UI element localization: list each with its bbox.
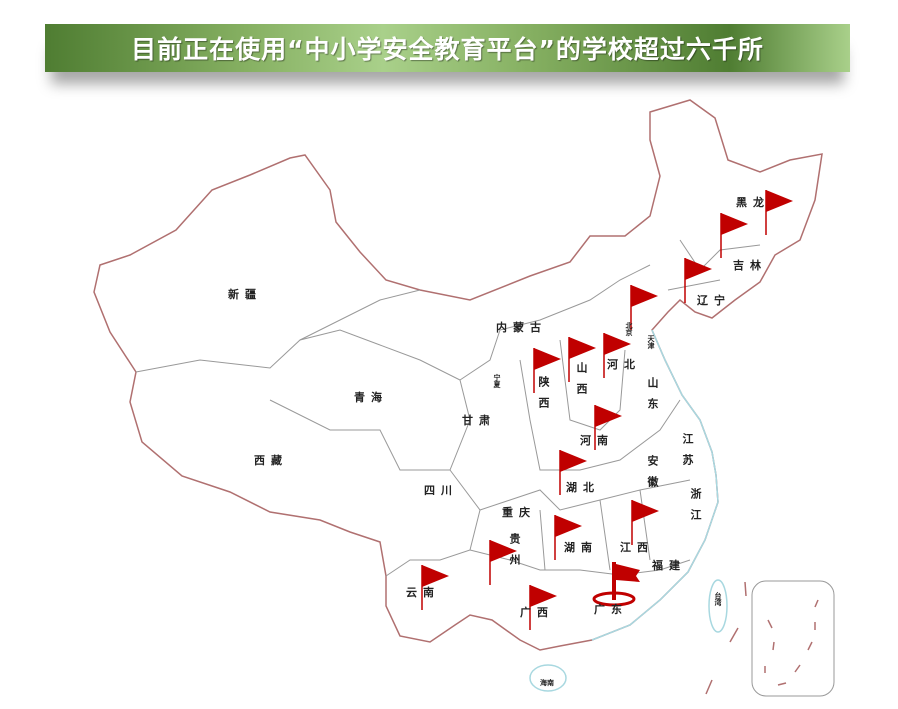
flag-marker [631,500,659,545]
sea-border-dashes [705,581,747,695]
flag-marker [568,337,596,382]
province-label: 广西 [520,606,554,619]
province-label: 北京 [625,322,634,336]
province-label: 云南 [406,586,440,599]
flag-marker [529,585,557,630]
province-label: 安徽 [646,455,659,497]
title-banner: 目前正在使用“中小学安全教育平台”的学校超过六千所 [45,24,850,72]
province-lines [135,239,761,577]
province-label: 江苏 [681,433,694,475]
province-label: 湖北 [566,481,600,494]
flag-marker [559,450,587,495]
province-label: 青海 [354,391,388,404]
province-label: 台湾 [714,592,723,606]
province-label: 河北 [607,358,641,371]
flag-marker [594,405,622,450]
province-label: 海南 [540,678,554,687]
country-outline [93,99,823,651]
province-label: 河南 [580,434,614,447]
province-label: 湖南 [564,541,598,554]
province-label: 重庆 [502,506,536,519]
inset-dashes [764,599,819,686]
province-label: 新疆 [228,288,262,301]
province-label: 天津 [647,335,656,349]
highlighted-flag-marker [592,562,640,607]
province-label: 吉林 [733,259,767,272]
province-label: 甘肃 [462,414,496,427]
province-label: 黑龙 [736,196,770,209]
province-label: 福建 [652,559,686,572]
page-title: 目前正在使用“中小学安全教育平台”的学校超过六千所 [131,35,764,64]
province-label: 宁夏 [493,374,502,388]
flag-marker [554,515,582,560]
hainan-island [529,664,567,692]
province-label: 广东 [594,603,628,616]
flag-marker [603,333,631,378]
province-label: 四川 [424,484,458,497]
province-label: 内蒙古 [496,321,547,334]
province-label: 贵州 [508,533,521,575]
flag-marker [765,190,793,235]
province-label: 山西 [575,362,588,404]
flag-marker [720,213,748,258]
flag-marker [489,540,517,585]
province-label: 浙江 [689,488,702,530]
flag-marker [684,258,712,303]
flag-marker [421,565,449,610]
coastline [591,329,719,641]
province-label: 江西 [620,541,654,554]
flag-marker [630,285,658,330]
province-label: 辽宁 [697,294,731,307]
province-label: 陕西 [537,376,550,418]
province-label: 西藏 [254,454,288,467]
province-label: 山东 [646,377,659,419]
flag-marker [533,348,561,393]
south-china-sea-inset [751,580,835,697]
taiwan-island [708,579,728,633]
